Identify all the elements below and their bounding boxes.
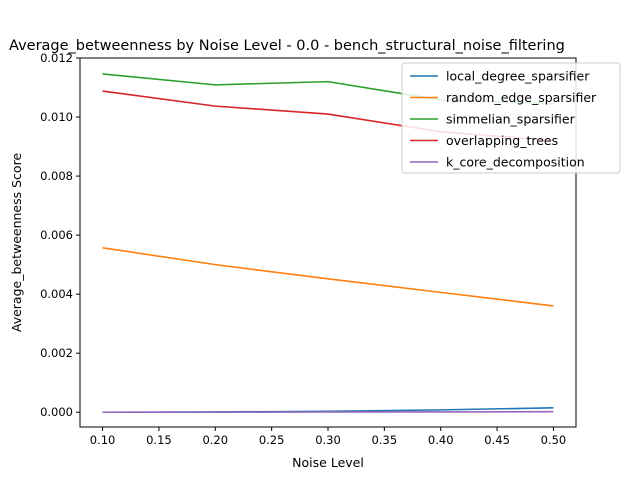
y-tick-label: 0.012 (40, 51, 73, 65)
legend-box (401, 62, 621, 174)
y-tick-label: 0.006 (40, 228, 73, 242)
x-tick-label: 0.45 (484, 433, 510, 447)
legend-entry-label: local_degree_sparsifier (446, 69, 590, 84)
legend: local_degree_sparsifier random_edge_spars… (401, 62, 621, 174)
legend-entry-label: simmelian_sparsifier (446, 112, 576, 127)
x-axis-label: Noise Level (292, 455, 364, 470)
x-tick-label: 0.20 (202, 433, 228, 447)
x-tick-label: 0.25 (259, 433, 285, 447)
legend-entry-label: overlapping_trees (446, 133, 558, 148)
series-line-k-core-decomposition (102, 410, 554, 414)
ticks-layer: 0.10 0.15 0.20 0.25 0.30 0.35 0.40 0.45 0.50 0.00… (40, 51, 566, 447)
x-tick-label: 0.40 (428, 433, 454, 447)
series-line-random-edge-sparsifier (102, 247, 554, 307)
y-axis-label: Average_betweenness Score (9, 153, 24, 333)
chart-title: Average_betweenness by Noise Level - 0.0… (9, 38, 565, 54)
legend-entry-label: random_edge_sparsifier (446, 90, 597, 105)
x-tick-label: 0.30 (315, 433, 341, 447)
y-tick-label: 0.002 (40, 346, 73, 360)
y-tick-label: 0.008 (40, 169, 73, 183)
x-tick-label: 0.50 (541, 433, 567, 447)
legend-entry-label: k_core_decomposition (446, 155, 585, 170)
y-tick-label: 0.010 (40, 110, 73, 124)
plot-frame (79, 57, 577, 428)
y-tick-label: 0.004 (40, 287, 73, 301)
x-tick-label: 0.15 (146, 433, 172, 447)
y-tick-label: 0.000 (40, 405, 73, 419)
x-tick-label: 0.10 (90, 433, 116, 447)
x-tick-label: 0.35 (372, 433, 398, 447)
